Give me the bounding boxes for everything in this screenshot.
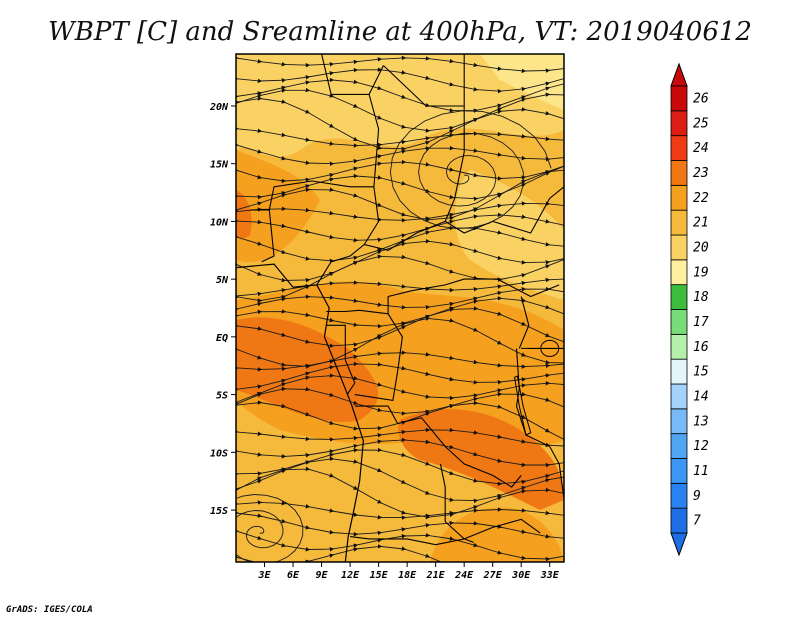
lake-outline bbox=[540, 339, 560, 357]
country-border bbox=[250, 209, 275, 263]
x-tick-label: 15E bbox=[370, 570, 389, 581]
colorbar-swatch bbox=[670, 507, 688, 534]
colorbar-label: 11 bbox=[693, 464, 709, 479]
colorbar-swatch bbox=[670, 458, 688, 484]
colorbar-swatch bbox=[670, 259, 688, 286]
x-tick-label: 21E bbox=[426, 570, 446, 581]
colorbar-swatch bbox=[670, 135, 688, 161]
colorbar-swatch bbox=[670, 433, 688, 459]
colorbar-label: 7 bbox=[693, 514, 701, 529]
country-border bbox=[518, 296, 530, 349]
colorbar-label: 23 bbox=[693, 166, 709, 181]
colorbar: 7 9 11 12 13 14 15 16 17 18 19 20 21 22 23 24 25 26 bbox=[670, 62, 709, 557]
y-tick-label: 20N bbox=[209, 102, 229, 113]
y-tick-label: EQ bbox=[216, 333, 228, 344]
streamlines bbox=[236, 55, 564, 562]
colorbar-swatch bbox=[670, 284, 688, 310]
colorbar-swatch bbox=[670, 234, 688, 261]
colorbar-label: 12 bbox=[693, 439, 709, 454]
country-border bbox=[363, 94, 446, 251]
y-axis: 20N 15N 10N 5N EQ 5S 10S 15S bbox=[209, 102, 236, 517]
x-tick-label: 33E bbox=[540, 570, 560, 581]
colorbar-swatch bbox=[670, 110, 688, 137]
country-borders bbox=[236, 54, 564, 562]
colorbar-swatch bbox=[670, 358, 688, 385]
colorbar-swatch bbox=[670, 333, 688, 360]
country-border bbox=[444, 106, 564, 234]
country-border bbox=[515, 348, 550, 447]
colorbar-label: 18 bbox=[693, 290, 709, 305]
country-border bbox=[439, 463, 465, 540]
colorbar-label: 25 bbox=[693, 116, 709, 131]
chart-title: WBPT [C] and Sreamline at 400hPa, VT: 20… bbox=[48, 17, 752, 47]
streamline bbox=[236, 544, 564, 562]
x-tick-label: 27E bbox=[483, 570, 503, 581]
y-tick-label: 10N bbox=[210, 217, 229, 228]
colorbar-label: 14 bbox=[693, 389, 709, 404]
x-tick-label: 9E bbox=[316, 570, 329, 581]
x-tick-label: 30E bbox=[511, 570, 531, 581]
x-tick-label: 6E bbox=[287, 570, 300, 581]
country-border bbox=[326, 278, 560, 315]
colorbar-label: 20 bbox=[693, 240, 709, 255]
streamline-vortex bbox=[236, 494, 304, 562]
x-tick-label: 12E bbox=[341, 570, 360, 581]
x-axis: 3E 6E 9E 12E 15E 18E 21E 24E 27E 30E 33E bbox=[257, 562, 560, 581]
country-border bbox=[354, 313, 403, 402]
country-border bbox=[463, 518, 541, 540]
lake-outline bbox=[514, 375, 532, 436]
x-tick-label: 24E bbox=[454, 570, 474, 581]
country-border bbox=[326, 324, 356, 395]
colorbar-swatch bbox=[670, 209, 688, 236]
streamline-vortex bbox=[389, 110, 552, 230]
colorbar-label: 26 bbox=[693, 91, 709, 106]
country-border bbox=[350, 536, 474, 546]
colorbar-label: 21 bbox=[693, 216, 709, 231]
colorbar-extend-low bbox=[670, 532, 688, 557]
country-border bbox=[383, 54, 465, 107]
plot-frame bbox=[235, 53, 565, 563]
colorbar-label: 17 bbox=[693, 315, 709, 330]
colorbar-swatch bbox=[670, 383, 688, 410]
y-tick-label: 10S bbox=[210, 448, 228, 459]
plot-area bbox=[236, 54, 564, 562]
y-tick-label: 5S bbox=[216, 391, 228, 402]
y-tick-label: 15S bbox=[210, 506, 228, 517]
coastline bbox=[236, 263, 365, 562]
colorbar-swatch bbox=[670, 309, 688, 335]
country-border bbox=[354, 405, 522, 488]
colorbar-label: 22 bbox=[693, 191, 709, 206]
colorbar-label: 16 bbox=[693, 340, 709, 355]
colorbar-swatch bbox=[670, 482, 688, 509]
colorbar-swatch bbox=[670, 408, 688, 435]
country-border bbox=[268, 180, 374, 211]
x-tick-label: 3E bbox=[257, 570, 271, 581]
y-tick-label: 5N bbox=[216, 275, 229, 286]
footer-credit: GrADS: IGES/COLA bbox=[6, 605, 93, 615]
colorbar-swatch bbox=[670, 184, 688, 211]
country-border bbox=[321, 54, 384, 95]
colorbar-swatch bbox=[670, 160, 688, 186]
country-border bbox=[316, 244, 365, 286]
streamline bbox=[236, 400, 564, 440]
colorbar-swatch bbox=[670, 85, 688, 112]
colorbar-label: 9 bbox=[693, 489, 701, 504]
x-tick-label: 18E bbox=[398, 570, 417, 581]
country-border bbox=[549, 446, 564, 499]
colorbar-label: 13 bbox=[693, 414, 709, 429]
colorbar-label: 24 bbox=[693, 141, 709, 156]
streamline bbox=[236, 143, 564, 167]
y-tick-label: 15N bbox=[210, 160, 229, 171]
colorbar-label: 15 bbox=[693, 365, 709, 380]
colorbar-label: 19 bbox=[693, 265, 709, 280]
colorbar-extend-high bbox=[670, 62, 688, 87]
